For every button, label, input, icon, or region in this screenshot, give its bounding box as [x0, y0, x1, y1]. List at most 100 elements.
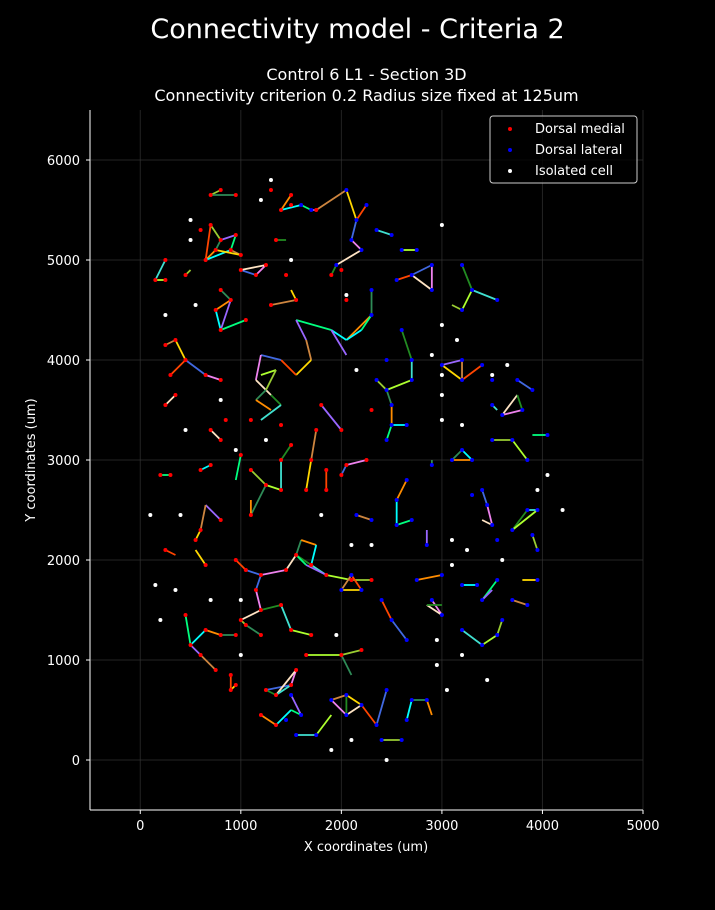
dorsal-lateral-point	[354, 218, 359, 222]
connection-edge	[250, 469, 267, 486]
dorsal-medial-point	[218, 378, 223, 382]
dorsal-medial-point	[193, 538, 198, 542]
dorsal-lateral-point	[515, 378, 520, 382]
isolated-cell-point	[460, 423, 465, 427]
dorsal-lateral-point	[525, 603, 530, 607]
dorsal-medial-point	[213, 248, 218, 252]
y-tick-label: 3000	[47, 454, 80, 469]
connection-edge	[295, 319, 307, 341]
connection-edge	[245, 624, 262, 636]
isolated-cell-point	[218, 398, 223, 402]
isolated-cell-point	[449, 563, 454, 567]
dorsal-lateral-point	[535, 548, 540, 552]
connection-edge	[260, 369, 277, 376]
dorsal-medial-point	[289, 203, 294, 207]
isolated-cell-point	[449, 538, 454, 542]
dorsal-medial-point	[324, 573, 329, 577]
dorsal-medial-point	[233, 633, 238, 637]
dorsal-lateral-point	[314, 733, 319, 737]
connection-edge	[235, 559, 247, 571]
connection-edge	[400, 329, 413, 361]
dorsal-lateral-point	[414, 248, 419, 252]
dorsal-medial-point	[279, 603, 284, 607]
dorsal-lateral-point	[490, 438, 495, 442]
dorsal-medial-point	[153, 278, 158, 282]
connection-edge	[199, 504, 207, 531]
connection-edge	[481, 489, 489, 506]
dorsal-medial-point	[168, 373, 173, 377]
dorsal-lateral-point	[389, 618, 394, 622]
connection-edge	[310, 429, 318, 461]
isolated-cell-point	[490, 373, 495, 377]
connection-edge	[290, 694, 302, 716]
connection-edge	[260, 604, 282, 611]
connection-edge	[240, 269, 257, 276]
dorsal-lateral-point	[439, 613, 444, 617]
dorsal-lateral-point	[354, 513, 359, 517]
dorsal-lateral-point	[389, 403, 394, 407]
dorsal-medial-point	[163, 258, 168, 262]
connection-edge	[516, 379, 533, 391]
dorsal-medial-point	[213, 308, 218, 312]
isolated-cell-point	[354, 368, 359, 372]
isolated-cell-point	[439, 373, 444, 377]
isolated-cell-point	[233, 448, 238, 452]
isolated-cell-point	[505, 363, 510, 367]
connection-edge	[265, 484, 282, 491]
connection-edge	[461, 364, 483, 381]
dorsal-medial-point	[238, 268, 243, 272]
x-axis-label: X coordinates (um)	[304, 840, 428, 855]
connection-edge	[511, 509, 538, 531]
isolated-cell-point	[349, 543, 354, 547]
isolated-cell-point	[500, 558, 505, 562]
isolated-cell-point	[460, 653, 465, 657]
connection-edge	[220, 319, 247, 331]
chart-title-line-1: Control 6 L1 - Section 3D	[266, 65, 467, 84]
connection-edge	[275, 684, 292, 696]
connection-edge	[461, 449, 473, 461]
dorsal-medial-point	[198, 228, 203, 232]
dorsal-medial-point	[279, 208, 284, 212]
dorsal-medial-point	[233, 558, 238, 562]
dorsal-medial-point	[203, 563, 208, 567]
dorsal-medial-point	[218, 238, 223, 242]
dorsal-lateral-point	[369, 313, 374, 317]
cell-points	[148, 178, 565, 762]
dorsal-medial-point	[289, 193, 294, 197]
connection-edge	[511, 439, 529, 461]
dorsal-lateral-point	[299, 203, 304, 207]
dorsal-lateral-point	[404, 638, 409, 642]
dorsal-medial-point	[218, 518, 223, 522]
isolated-cell-point	[188, 218, 193, 222]
dorsal-medial-point	[173, 393, 178, 397]
connection-edge	[260, 569, 287, 576]
connection-edge	[411, 274, 433, 291]
dorsal-medial-point	[294, 553, 299, 557]
dorsal-lateral-point	[364, 203, 369, 207]
dorsal-lateral-point	[379, 738, 384, 742]
connection-edge	[395, 479, 408, 501]
x-tick-label: 4000	[526, 819, 559, 834]
connection-edge	[330, 329, 347, 341]
connection-edge	[380, 599, 393, 621]
connection-edge	[280, 204, 302, 211]
x-tick-label: 3000	[425, 819, 458, 834]
dorsal-medial-point	[208, 463, 213, 467]
dorsal-lateral-point	[439, 573, 444, 577]
dorsal-medial-point	[258, 573, 263, 577]
dorsal-medial-point	[218, 288, 223, 292]
dorsal-medial-point	[344, 298, 349, 302]
isolated-cell-point	[535, 488, 540, 492]
dorsal-lateral-point	[409, 378, 414, 382]
connection-edge	[331, 694, 347, 701]
legend-marker	[508, 127, 512, 131]
dorsal-medial-point	[304, 653, 309, 657]
dorsal-lateral-point	[495, 538, 500, 542]
dorsal-lateral-point	[339, 588, 344, 592]
dorsal-medial-point	[243, 568, 248, 572]
grid-lines	[90, 110, 644, 810]
axis-ticks: 0 1000 2000 3000 4000 5000 0 1000 2000 3000 4000 50…	[47, 154, 660, 834]
connection-edge	[255, 379, 272, 396]
connection-edge	[240, 264, 267, 271]
